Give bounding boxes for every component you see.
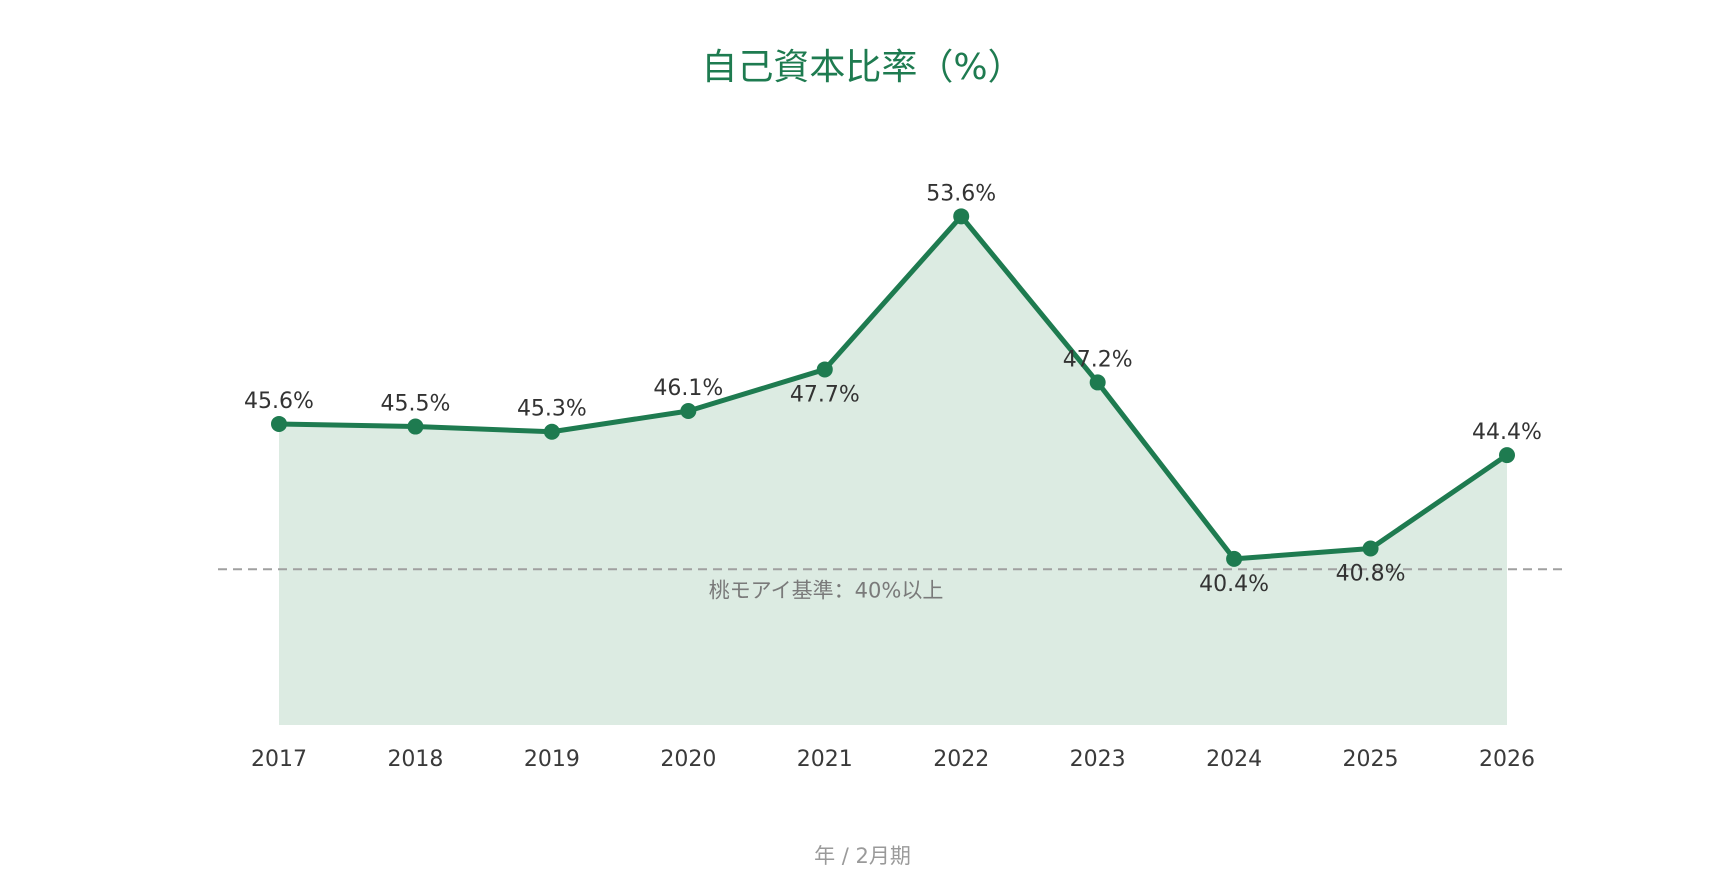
data-label-2024: 40.4%: [1199, 572, 1269, 597]
data-point-2019: [543, 423, 560, 440]
data-label-2022: 53.6%: [926, 181, 996, 206]
x-tick-label-2021: 2021: [797, 747, 853, 772]
data-label-2025: 40.8%: [1336, 562, 1406, 587]
x-tick-label-2020: 2020: [660, 747, 716, 772]
data-point-2021: [816, 361, 833, 378]
chart-title: 自己資本比率（%）: [701, 47, 1024, 88]
x-axis-label: 年 / 2月期: [814, 844, 911, 868]
x-tick-label-2022: 2022: [933, 747, 989, 772]
data-label-2021: 47.7%: [790, 382, 860, 407]
data-label-2017: 45.6%: [244, 389, 314, 414]
data-point-2022: [953, 208, 970, 225]
x-tick-label-2023: 2023: [1070, 747, 1126, 772]
x-tick-label-2017: 2017: [251, 747, 307, 772]
data-points: [271, 208, 1515, 567]
x-tick-label-2026: 2026: [1479, 747, 1535, 772]
data-point-2017: [271, 415, 287, 432]
data-label-2020: 46.1%: [653, 376, 723, 401]
x-tick-label-2025: 2025: [1343, 747, 1399, 772]
data-label-2026: 44.4%: [1472, 420, 1542, 445]
area-fill: [279, 216, 1507, 726]
data-label-2019: 45.3%: [517, 397, 587, 422]
data-point-2026: [1499, 447, 1515, 464]
data-label-2018: 45.5%: [380, 392, 450, 417]
reference-label: 桃モアイ基準：40%以上: [709, 578, 944, 602]
data-point-2023: [1089, 374, 1106, 391]
data-point-2024: [1226, 550, 1243, 567]
series-line: [278, 213, 1509, 562]
data-point-2025: [1362, 540, 1379, 557]
data-labels: 45.6% 45.5% 45.3% 46.1% 47.7% 53.6% 47.2% 40.4%…: [244, 181, 1542, 597]
data-point-2020: [680, 402, 697, 419]
x-tick-label-2024: 2024: [1206, 747, 1262, 772]
data-point-2018: [407, 418, 424, 435]
data-label-2023: 47.2%: [1063, 347, 1133, 372]
x-tick-label-2018: 2018: [387, 747, 443, 772]
x-tick-label-2019: 2019: [524, 747, 580, 772]
x-axis-ticks: 2017 2018 2019 2020 2021 2022 2023 2024 2025 2026: [251, 747, 1535, 772]
